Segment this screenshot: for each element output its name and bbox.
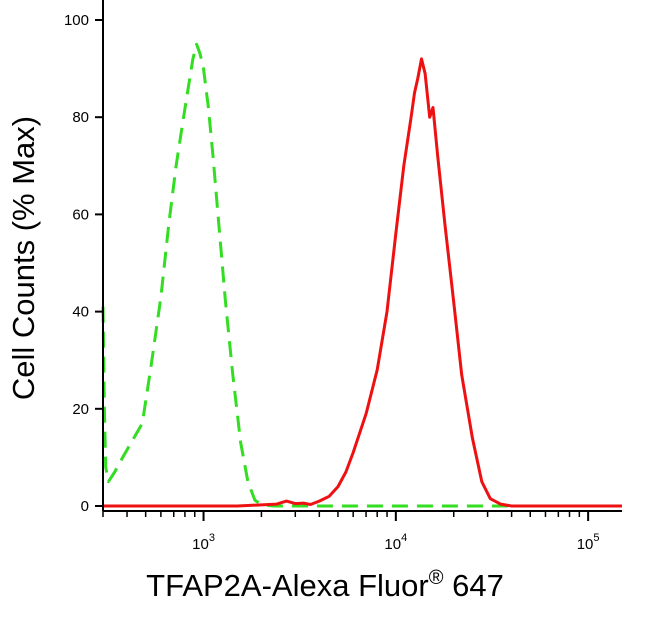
x-tick-base: 10 (577, 536, 594, 553)
y-tick-label: 100 (64, 12, 89, 29)
x-axis-title-main: TFAP2A-Alexa Fluor (146, 568, 429, 603)
series-line-solid (103, 57, 622, 508)
x-tick-base: 10 (384, 536, 401, 553)
x-tick-label: 103 (192, 532, 215, 553)
y-tick-label: 0 (81, 498, 89, 515)
x-tick-base: 10 (192, 536, 209, 553)
x-tick-label: 104 (384, 532, 407, 553)
axes (102, 0, 622, 512)
y-tick-label: 80 (72, 109, 89, 126)
x-tick-exponent: 3 (209, 532, 215, 544)
y-axis-title: Cell Counts (% Max) (6, 116, 41, 400)
y-tick-label: 40 (72, 304, 89, 321)
x-tick-exponent: 5 (593, 532, 599, 544)
y-tick-label: 60 (72, 206, 89, 223)
x-axis-title-mark: ® (429, 567, 444, 589)
x-axis-title: TFAP2A-Alexa Fluor® 647 (146, 567, 504, 603)
y-ticks: 0 20 40 60 80 100 (64, 12, 103, 515)
x-axis-title-suffix: 647 (443, 568, 503, 603)
x-tick-exponent: 4 (401, 532, 407, 544)
series-line-dashed (101, 42, 622, 508)
x-ticks: 103 104 105 (102, 511, 600, 553)
x-tick-label: 105 (577, 532, 600, 553)
plot-area (101, 42, 622, 508)
y-tick-label: 20 (72, 401, 89, 418)
